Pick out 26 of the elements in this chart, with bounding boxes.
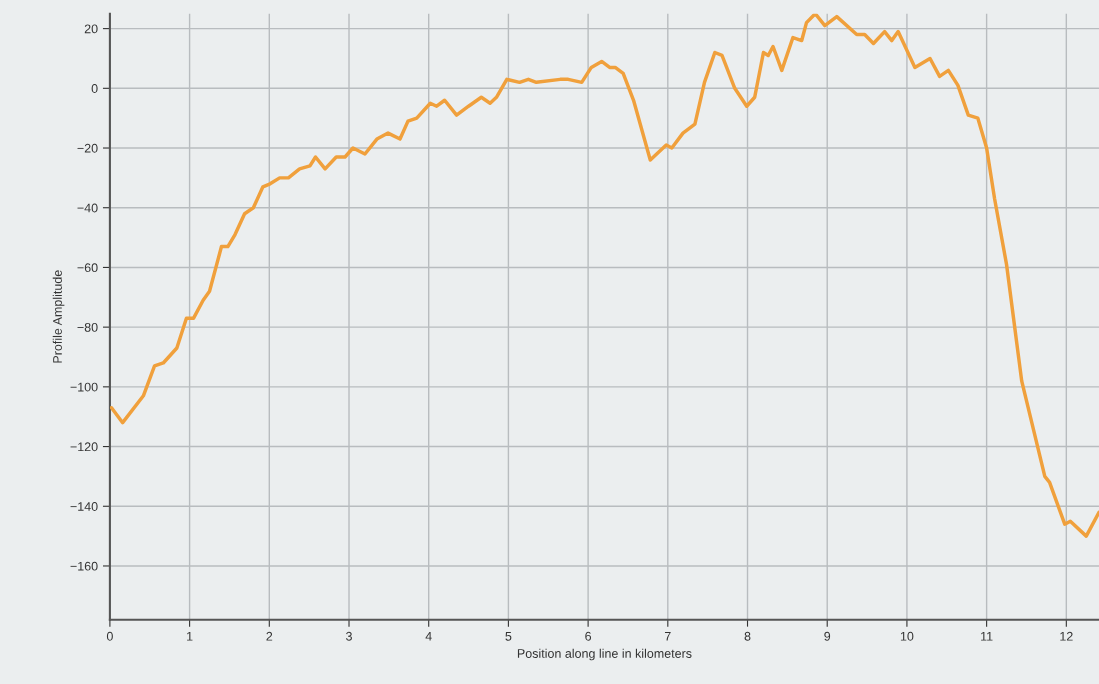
x-axis-title: Position along line in kilometers — [517, 648, 692, 661]
x-tick-label: 9 — [824, 631, 831, 641]
x-tick-label: 3 — [346, 631, 352, 641]
x-tick-label: 11 — [981, 631, 993, 641]
x-tick-label: 6 — [585, 631, 592, 641]
y-tick-label: −60 — [77, 263, 98, 273]
y-tick-label: −140 — [70, 502, 98, 511]
x-tick-label: 4 — [425, 631, 432, 641]
x-tick-label: 8 — [744, 631, 751, 641]
x-tick-label: 2 — [266, 631, 273, 641]
y-axis-title: Profile Amplitude — [52, 270, 65, 363]
y-tick-label: −160 — [70, 561, 98, 571]
y-tick-label: 20 — [84, 24, 98, 34]
y-tick-label: −100 — [70, 382, 98, 392]
x-tick-label: 7 — [664, 631, 671, 641]
y-tick-label: −80 — [77, 322, 98, 332]
y-tick-label: −20 — [77, 143, 98, 153]
y-tick-label: 0 — [91, 84, 98, 93]
y-tick-label: −40 — [77, 203, 98, 213]
x-tick-label: 10 — [900, 631, 914, 641]
x-tick-label: 12 — [1060, 631, 1073, 641]
x-tick-label: 5 — [505, 631, 512, 641]
x-tick-label: 1 — [187, 631, 193, 641]
line-series — [109, 13, 1099, 538]
y-tick-label: −120 — [70, 442, 98, 452]
x-tick-label: 0 — [106, 631, 113, 641]
